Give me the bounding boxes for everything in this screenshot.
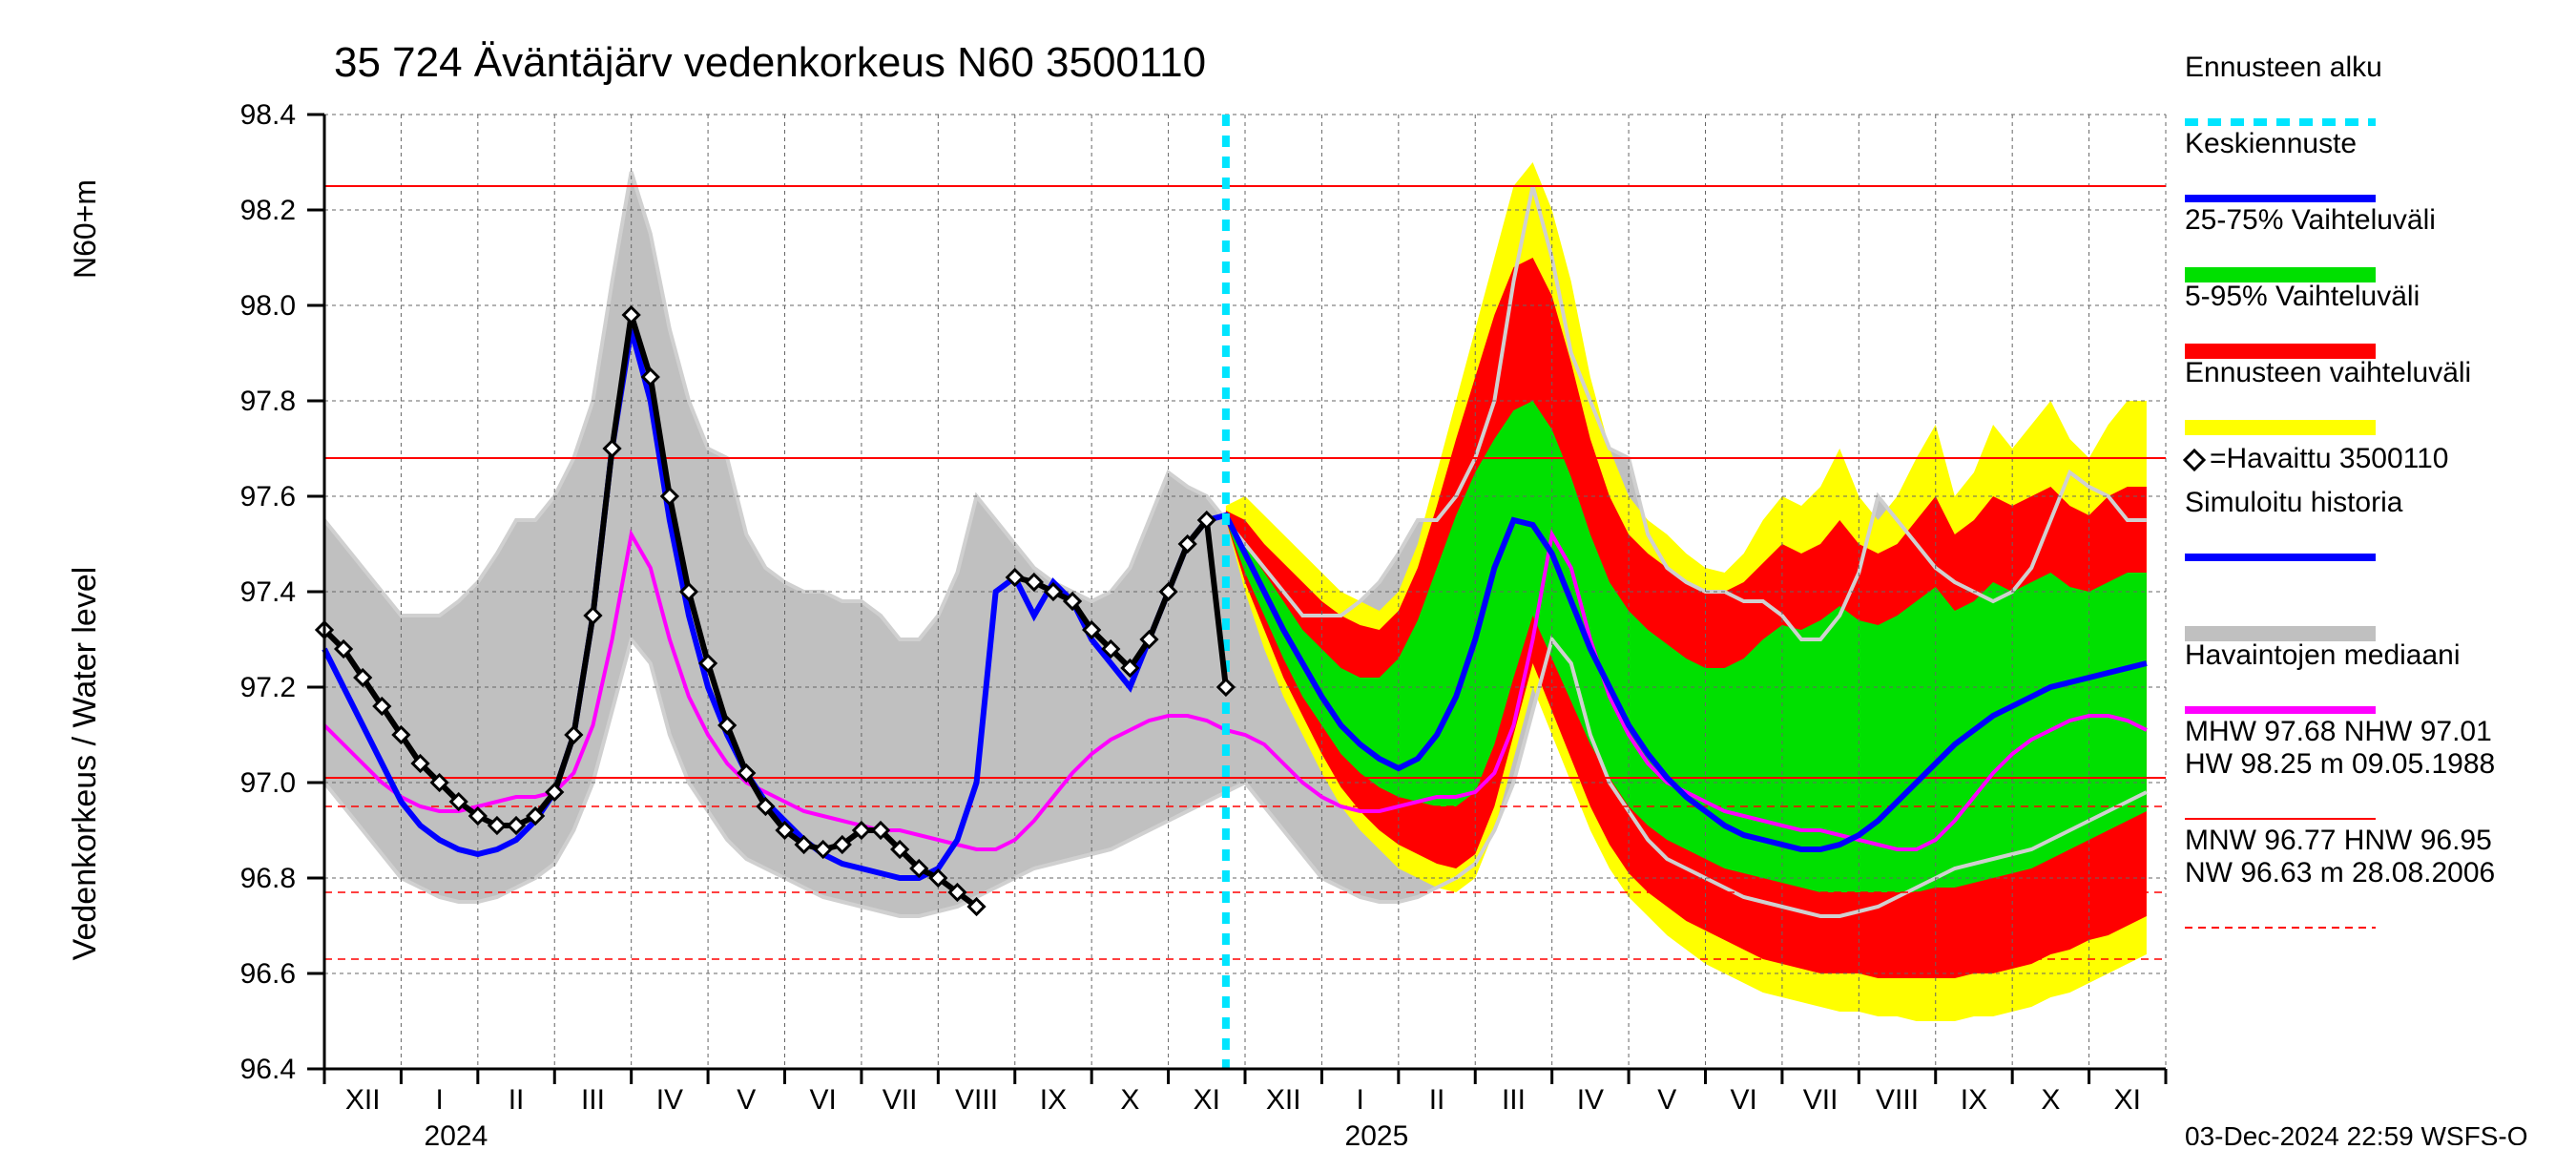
x-tick-label: X bbox=[1120, 1084, 1139, 1116]
x-tick-label: VI bbox=[810, 1084, 837, 1116]
x-tick-label: I bbox=[1356, 1084, 1363, 1116]
x-tick-label: V bbox=[737, 1084, 756, 1116]
legend-label: NW 96.63 m 28.08.2006 bbox=[2185, 857, 2495, 889]
y-tick-label: 97.6 bbox=[240, 481, 296, 512]
chart-svg: 96.4 96.6 96.8 97.0 97.2 97.4 97.6 97.8 98.0 98.2… bbox=[0, 0, 2576, 1145]
water-level-chart: 96.4 96.6 96.8 97.0 97.2 97.4 97.6 97.8 98.0 98.2… bbox=[0, 0, 2576, 1145]
legend-label: Ennusteen vaihteluväli bbox=[2185, 357, 2471, 388]
x-year-label: 2024 bbox=[425, 1120, 488, 1145]
y-tick-label: 96.4 bbox=[240, 1054, 296, 1085]
y-tick-label: 96.6 bbox=[240, 958, 296, 990]
x-tick-label: II bbox=[1429, 1084, 1445, 1116]
x-tick-label: IX bbox=[1961, 1084, 1987, 1116]
y-axis-label-primary: Vedenkorkeus / Water level bbox=[67, 567, 103, 961]
legend-marker bbox=[2185, 450, 2204, 470]
x-tick-label: III bbox=[1502, 1084, 1526, 1116]
x-tick-label: VIII bbox=[1876, 1084, 1919, 1116]
legend-label: 5-95% Vaihteluväli bbox=[2185, 281, 2420, 312]
x-tick-label: X bbox=[2041, 1084, 2060, 1116]
x-tick-label: VII bbox=[1803, 1084, 1839, 1116]
x-tick-label: IX bbox=[1040, 1084, 1067, 1116]
legend-label: MNW 96.77 HNW 96.95 bbox=[2185, 825, 2492, 856]
x-tick-label: I bbox=[435, 1084, 443, 1116]
legend-swatch bbox=[2185, 420, 2376, 435]
x-tick-label: XII bbox=[1266, 1084, 1301, 1116]
x-tick-label: III bbox=[581, 1084, 605, 1116]
x-tick-label: VII bbox=[883, 1084, 918, 1116]
y-tick-label: 98.0 bbox=[240, 290, 296, 322]
y-tick-label: 97.8 bbox=[240, 386, 296, 417]
x-tick-label: IV bbox=[656, 1084, 683, 1116]
y-tick-label: 96.8 bbox=[240, 863, 296, 894]
legend-label: Keskiennuste bbox=[2185, 128, 2357, 159]
y-axis-label-secondary: N60+m bbox=[68, 179, 102, 279]
legend-label: =Havaittu 3500110 bbox=[2210, 443, 2448, 474]
legend-label: Simuloitu historia bbox=[2185, 487, 2403, 518]
x-tick-label: VI bbox=[1731, 1084, 1757, 1116]
y-tick-label: 98.2 bbox=[240, 195, 296, 226]
x-tick-label: XI bbox=[1194, 1084, 1220, 1116]
legend-label: Ennusteen alku bbox=[2185, 52, 2382, 83]
x-tick-label: IV bbox=[1577, 1084, 1604, 1116]
y-tick-label: 98.4 bbox=[240, 99, 296, 131]
legend-label: 25-75% Vaihteluväli bbox=[2185, 204, 2436, 236]
legend-label: MHW 97.68 NHW 97.01 bbox=[2185, 716, 2492, 747]
x-tick-label: VIII bbox=[955, 1084, 998, 1116]
x-year-label: 2025 bbox=[1345, 1120, 1409, 1145]
legend-label: Havaintojen mediaani bbox=[2185, 639, 2461, 671]
x-tick-label: II bbox=[509, 1084, 525, 1116]
footer-timestamp: 03-Dec-2024 22:59 WSFS-O bbox=[2185, 1121, 2528, 1145]
x-tick-label: V bbox=[1657, 1084, 1676, 1116]
chart-title: 35 724 Äväntäjärv vedenkorkeus N60 35001… bbox=[334, 39, 1206, 86]
y-tick-label: 97.0 bbox=[240, 767, 296, 799]
y-tick-label: 97.2 bbox=[240, 672, 296, 703]
x-tick-label: XI bbox=[2114, 1084, 2141, 1116]
x-tick-label: XII bbox=[345, 1084, 381, 1116]
y-tick-label: 97.4 bbox=[240, 576, 296, 608]
legend-label: HW 98.25 m 09.05.1988 bbox=[2185, 748, 2495, 780]
